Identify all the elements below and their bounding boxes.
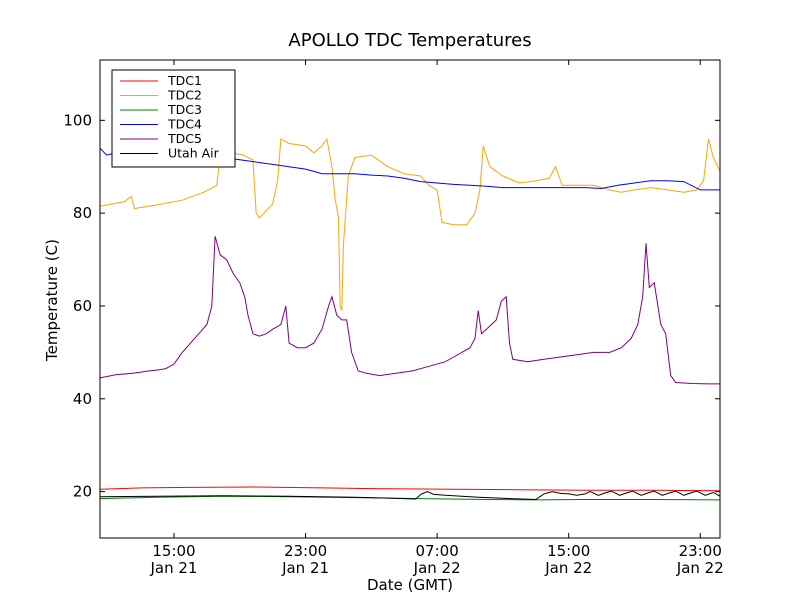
legend-label: Utah Air	[168, 146, 220, 161]
x-tick-date-label: Jan 21	[281, 559, 329, 577]
x-tick-time-label: 07:00	[416, 542, 459, 560]
y-tick-label: 40	[73, 390, 92, 408]
x-tick-time-label: 23:00	[284, 542, 327, 560]
series-line-utah-air	[100, 490, 720, 501]
legend-label: TDC1	[167, 73, 202, 88]
series-line-tdc3	[100, 495, 720, 501]
legend-label: TDC2	[167, 88, 202, 103]
legend-box	[111, 69, 236, 168]
chart-title: APOLLO TDC Temperatures	[288, 30, 531, 51]
legend-label: TDC5	[167, 131, 202, 146]
y-tick-label: 60	[73, 297, 92, 315]
x-tick-date-label: Jan 21	[150, 559, 198, 577]
x-tick-date-label: Jan 22	[676, 559, 724, 577]
legend-label: TDC4	[167, 117, 202, 132]
y-axis-label: Temperature (C)	[43, 239, 61, 362]
plot-frame	[99, 59, 721, 539]
series-line-tdc1	[100, 486, 720, 492]
legend-label: TDC3	[167, 102, 202, 117]
x-tick-time-label: 15:00	[547, 542, 590, 560]
x-tick-date-label: Jan 22	[544, 559, 592, 577]
series-line-tdc5	[100, 236, 720, 385]
y-tick-label: 100	[63, 111, 92, 129]
x-tick-time-label: 15:00	[152, 542, 195, 560]
x-tick-date-label: Jan 22	[413, 559, 461, 577]
x-axis-label: Date (GMT)	[367, 576, 453, 594]
y-tick-label: 80	[73, 204, 92, 222]
x-tick-time-label: 23:00	[679, 542, 722, 560]
y-tick-label: 20	[73, 483, 92, 501]
